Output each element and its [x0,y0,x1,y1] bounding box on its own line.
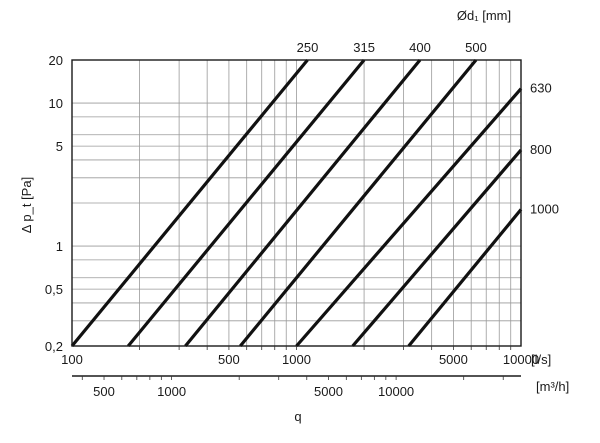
series-label-500: 500 [465,40,487,55]
y-axis-label: Δ p_t [Pa] [19,177,34,233]
series-line-630 [295,87,523,348]
series-label-800: 800 [530,142,552,157]
x-tick-label: 100 [61,352,83,367]
series-line-800 [351,148,523,348]
series-line-250 [70,58,309,348]
x-tick-label: 500 [218,352,240,367]
x2-tick-label: 1000 [157,384,186,399]
y-tick-label: 5 [56,139,63,154]
series-line-500 [239,58,478,348]
x-axis-label: q [294,409,301,424]
chart-series-lines [70,58,523,348]
series-group-label: Ød₁ [mm] [457,8,511,23]
x-axis-ticks: 100 500 1000 5000 10000 [61,346,539,367]
x2-axis-unit: [m³/h] [536,379,569,394]
x-tick-label: 10000 [503,352,539,367]
series-label-315: 315 [353,40,375,55]
y-tick-label: 0,5 [45,282,63,297]
series-labels: 250 315 400 500 630 800 1000 [297,40,559,217]
x2-tick-label: 5000 [314,384,343,399]
series-line-1000 [407,208,523,348]
chart-grid [72,60,521,346]
x-axis-unit: [l/s] [531,352,551,367]
x2-tick-label: 500 [93,384,115,399]
y-tick-label: 20 [49,53,63,68]
series-label-250: 250 [297,40,319,55]
series-label-1000: 1000 [530,202,559,217]
series-line-315 [126,58,366,348]
x-tick-label: 1000 [282,352,311,367]
x2-tick-label: 10000 [378,384,414,399]
y-tick-label: 10 [49,96,63,111]
x-tick-label: 5000 [439,352,468,367]
series-line-400 [184,58,422,348]
y-tick-label: 1 [56,239,63,254]
series-label-630: 630 [530,81,552,96]
y-tick-label: 0,2 [45,339,63,354]
secondary-x-axis: 500 1000 5000 10000 [72,375,521,399]
y-axis-ticks: 0,2 0,5 1 5 10 20 [45,53,63,354]
series-label-400: 400 [409,40,431,55]
